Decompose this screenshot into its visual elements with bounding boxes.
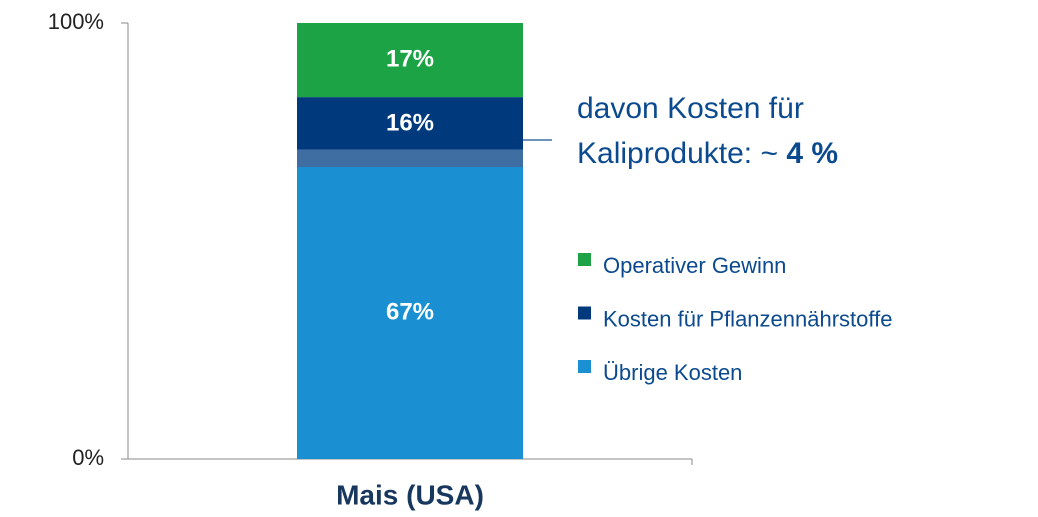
annotation-value: 4 %	[786, 137, 838, 170]
y-tick-label: 0%	[72, 445, 104, 470]
legend-swatch	[578, 253, 591, 266]
legend-label: Übrige Kosten	[603, 360, 742, 385]
annotation-line: Kaliprodukte: ~ 4 %	[577, 137, 838, 170]
legend-label: Operativer Gewinn	[603, 253, 786, 278]
data-label: 17%	[386, 45, 434, 72]
legend-label: Kosten für Pflanzennährstoffe	[603, 306, 892, 331]
annotation-line: davon Kosten für	[577, 92, 804, 125]
bar-segment	[297, 166, 523, 459]
bar-segment	[297, 23, 523, 98]
data-label: 67%	[386, 298, 434, 325]
legend-swatch	[578, 306, 591, 320]
y-tick-label: 100%	[48, 9, 104, 34]
annotation-text: davon Kosten für	[577, 92, 804, 125]
potash-segment	[297, 149, 523, 167]
x-tick-label: Mais (USA)	[336, 479, 484, 510]
annotation-text: Kaliprodukte: ~	[577, 137, 778, 170]
legend-swatch	[578, 360, 591, 373]
data-label: 16%	[386, 109, 434, 136]
